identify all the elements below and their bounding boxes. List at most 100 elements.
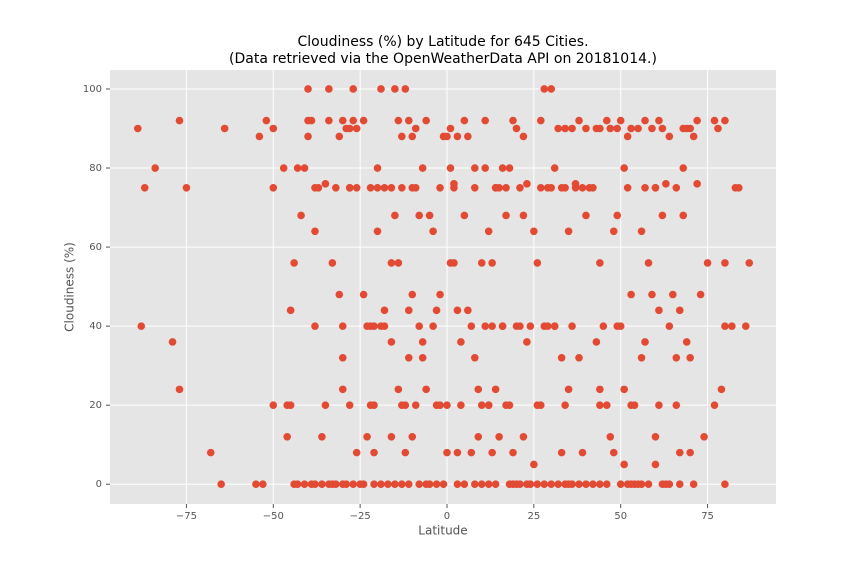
point xyxy=(262,116,271,125)
point xyxy=(512,124,521,133)
point xyxy=(300,164,309,172)
point xyxy=(422,385,430,394)
point xyxy=(352,124,361,133)
point xyxy=(387,259,396,267)
point xyxy=(311,227,319,236)
point xyxy=(554,124,562,133)
point xyxy=(387,338,396,346)
point xyxy=(470,164,479,172)
point xyxy=(498,322,507,330)
point xyxy=(745,259,754,267)
point xyxy=(721,116,729,125)
y-tick-label: 20 xyxy=(89,400,102,411)
point xyxy=(349,480,357,489)
point xyxy=(359,290,368,299)
point xyxy=(377,322,385,330)
point xyxy=(582,211,590,220)
point xyxy=(394,385,403,394)
point xyxy=(380,183,389,192)
point xyxy=(269,401,278,409)
point xyxy=(516,183,524,192)
point xyxy=(408,183,417,192)
point xyxy=(592,338,601,346)
x-axis-label: Latitude xyxy=(418,524,467,538)
point xyxy=(252,480,260,489)
point xyxy=(536,183,545,192)
point xyxy=(338,353,347,362)
point xyxy=(133,124,142,133)
point xyxy=(373,183,382,192)
point xyxy=(735,183,743,192)
point xyxy=(575,353,583,362)
point xyxy=(710,116,719,125)
x-tick-label: 50 xyxy=(614,511,627,522)
point xyxy=(658,124,667,133)
point xyxy=(304,85,312,93)
y-tick-label: 0 xyxy=(96,479,102,490)
point xyxy=(321,401,330,409)
point xyxy=(335,132,344,141)
point xyxy=(168,338,177,346)
point xyxy=(655,306,663,315)
point xyxy=(279,164,288,172)
point xyxy=(526,480,535,489)
point xyxy=(363,433,371,441)
point xyxy=(721,480,729,489)
point xyxy=(342,124,351,133)
point xyxy=(623,183,632,192)
point xyxy=(293,480,302,489)
plot-background xyxy=(110,70,776,504)
point xyxy=(568,322,576,330)
point xyxy=(616,480,625,489)
point xyxy=(686,353,694,362)
point xyxy=(505,164,514,172)
point xyxy=(488,448,496,457)
point xyxy=(648,124,656,133)
point xyxy=(596,124,604,133)
point xyxy=(491,183,500,192)
point xyxy=(679,211,688,220)
point xyxy=(519,132,528,141)
point xyxy=(554,480,562,489)
point xyxy=(391,211,399,220)
point xyxy=(259,480,267,489)
point xyxy=(512,480,521,489)
x-tick-label: 25 xyxy=(527,511,540,522)
point xyxy=(470,480,479,489)
chart-title: Cloudiness (%) by Latitude for 645 Citie… xyxy=(297,34,588,50)
point xyxy=(370,448,378,457)
point xyxy=(307,116,316,125)
point xyxy=(488,322,496,330)
point xyxy=(703,259,712,267)
point xyxy=(411,124,420,133)
point xyxy=(658,211,667,220)
point xyxy=(557,448,566,457)
point xyxy=(627,124,635,133)
point xyxy=(644,259,653,267)
point xyxy=(675,306,684,315)
point xyxy=(561,124,569,133)
point xyxy=(523,338,531,346)
point xyxy=(543,322,552,330)
point xyxy=(571,183,580,192)
point xyxy=(530,227,538,236)
point xyxy=(505,401,514,409)
point xyxy=(519,211,528,220)
point xyxy=(391,85,399,93)
point xyxy=(470,183,479,192)
point xyxy=(620,385,628,394)
point xyxy=(404,116,413,125)
point xyxy=(613,211,622,220)
point xyxy=(540,480,549,489)
point xyxy=(460,211,469,220)
point xyxy=(609,227,618,236)
point xyxy=(547,85,556,93)
point xyxy=(432,306,441,315)
point xyxy=(436,290,444,299)
point xyxy=(335,290,344,299)
point xyxy=(491,480,500,489)
point xyxy=(575,116,583,125)
point xyxy=(613,124,622,133)
point xyxy=(286,306,295,315)
point xyxy=(700,433,708,441)
